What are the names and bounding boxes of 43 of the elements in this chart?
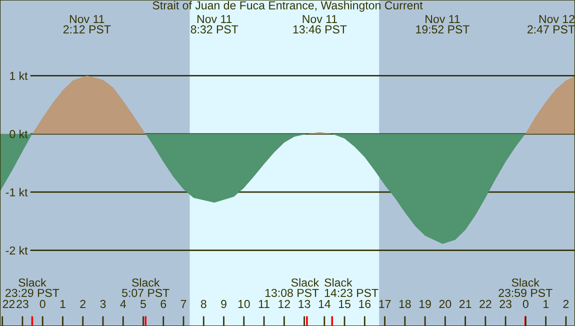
x-tick-label: 3 [100, 300, 106, 308]
x-tick-label: 4 [120, 300, 126, 308]
x-tick-label: 1 [543, 300, 548, 308]
x-tick-label: 2 [563, 300, 569, 308]
x-tick-label: 22 [480, 300, 492, 308]
annotation: Slack 23:29 PST [6, 278, 60, 297]
chart-title: Strait of Juan de Fuca Entrance, Washington Current [152, 0, 423, 12]
annotation: Nov 11 8:32 PST [190, 15, 238, 34]
x-tick-label: 22 [2, 300, 15, 308]
x-tick-label: 10 [238, 300, 250, 308]
x-tick-label: 7 [180, 300, 186, 308]
x-tick-label: 2 [80, 300, 86, 308]
x-tick-label: 16 [359, 300, 371, 308]
x-tick-label: 15 [339, 300, 350, 308]
annotation: Nov 11 2:12 PST [63, 15, 111, 34]
x-tick-label: 1 [60, 300, 66, 308]
x-tick-label: 21 [459, 300, 472, 308]
x-tick-label: 0 [522, 300, 528, 308]
x-tick-label: 0 [40, 300, 46, 308]
annotation: Nov 12 2:47 PST [528, 14, 575, 34]
y-tick-label: -2 kt [6, 246, 28, 255]
x-tick-label: 8 [200, 300, 206, 308]
x-tick-label: 9 [221, 300, 226, 308]
annotation: Slack 23:59 PST [498, 278, 552, 297]
x-tick-label: 23 [16, 300, 28, 308]
x-tick-label: 13 [298, 300, 310, 308]
annotation: Slack 5:07 PST [122, 278, 170, 297]
x-tick-label: 23 [500, 300, 512, 308]
x-tick-label: 20 [439, 300, 452, 308]
annotation: Nov 11 19:52 PST [416, 15, 470, 34]
y-tick-label: -1 kt [6, 188, 28, 196]
x-tick-label: 17 [379, 300, 391, 308]
y-tick-label: 1 kt [10, 72, 28, 80]
x-tick-label: 6 [160, 300, 166, 308]
x-tick-label: 12 [278, 300, 290, 308]
x-tick-label: 14 [318, 300, 330, 308]
x-tick-label: 18 [399, 300, 411, 308]
x-tick-label: 5 [140, 300, 146, 308]
annotation: Slack 13:08 PST [265, 278, 320, 297]
x-tick-label: 19 [420, 300, 431, 308]
annotation: Nov 11 13:46 PST [293, 15, 347, 34]
annotation: Slack 14:23 PST [324, 278, 378, 297]
x-tick-label: 11 [258, 300, 270, 308]
